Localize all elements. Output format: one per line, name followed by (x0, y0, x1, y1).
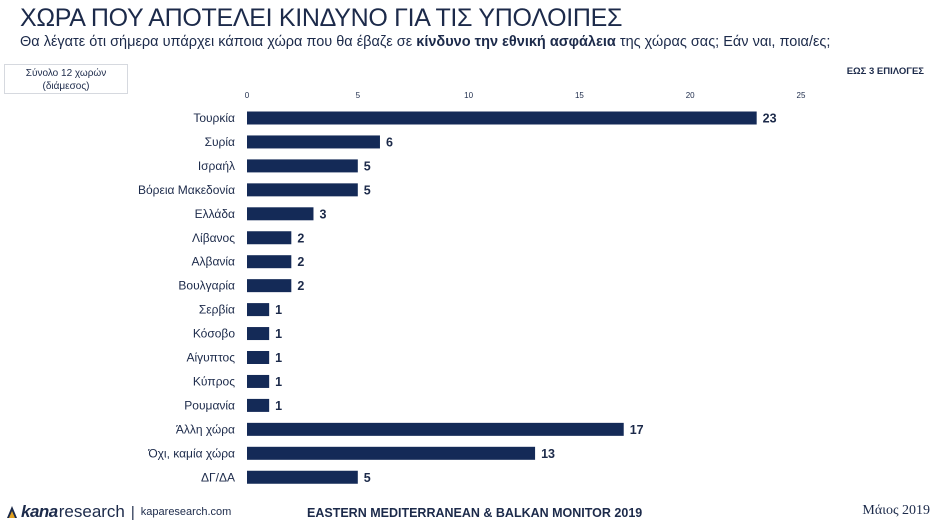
brand-name-research: research (58, 502, 125, 521)
bar (247, 327, 270, 341)
category-label: Βουλγαρία (178, 279, 235, 293)
brand-mark-icon (6, 505, 18, 519)
bar-value-label: 3 (319, 207, 326, 221)
category-label: Άλλη χώρα (176, 422, 235, 436)
sample-info-box: Σύνολο 12 χωρών (διάμεσος) (4, 64, 128, 94)
x-tick-label: 15 (575, 91, 584, 100)
bar-value-label: 1 (275, 303, 282, 317)
bar (247, 422, 624, 436)
bar (247, 279, 292, 293)
choices-note: ΕΩΣ 3 ΕΠΙΛΟΓΕΣ (846, 66, 924, 77)
bar (247, 446, 536, 460)
brand-url: kaparesearch.com (140, 506, 232, 518)
bar-value-label: 13 (541, 447, 555, 461)
footer-date: Μάιος 2019 (862, 503, 930, 518)
bar (247, 183, 358, 197)
bar (247, 470, 358, 484)
bar-value-label: 5 (364, 471, 371, 485)
bar (247, 374, 270, 388)
brand-logo: kana research | kaparesearch.com (6, 502, 231, 522)
bar (247, 231, 292, 245)
subtitle-text-bold: κίνδυνο την εθνική ασφάλεια (416, 34, 616, 50)
category-label: Όχι, καμία χώρα (147, 446, 235, 460)
x-tick-label: 25 (797, 91, 806, 100)
bar-value-label: 5 (364, 183, 371, 197)
category-label: Ισραήλ (198, 159, 235, 173)
bar (247, 111, 757, 125)
bar-value-label: 1 (275, 399, 282, 413)
question-subtitle: Θα λέγατε ότι σήμερα υπάρχει κάποια χώρα… (20, 34, 830, 50)
bar-value-label: 2 (297, 279, 304, 293)
bar-value-label: 1 (275, 375, 282, 389)
footer-monitor-title: EASTERN MEDITERRANEAN & BALKAN MONITOR 2… (307, 506, 643, 520)
x-tick-label: 5 (356, 91, 361, 100)
category-label: Τουρκία (193, 111, 235, 125)
page-title: ΧΩΡΑ ΠΟΥ ΑΠΟΤΕΛΕΙ ΚΙΝΔΥΝΟ ΓΙΑ ΤΙΣ ΥΠΟΛΟΙ… (20, 4, 623, 32)
bar-value-label: 5 (364, 159, 371, 173)
bar (247, 255, 292, 269)
category-label: Βόρεια Μακεδονία (138, 183, 235, 197)
category-label: Σερβία (199, 303, 235, 317)
bar (247, 398, 270, 412)
x-tick-label: 0 (245, 91, 250, 100)
category-label: Λίβανος (192, 231, 235, 245)
bar-value-label: 23 (763, 112, 777, 126)
bar (247, 207, 314, 221)
bar-value-label: 2 (297, 255, 304, 269)
subtitle-text-end: της χώρας σας; Εάν ναι, ποια/ες; (615, 34, 831, 50)
bar-value-label: 6 (386, 135, 393, 149)
category-label: Ρουμανία (184, 398, 235, 412)
x-tick-label: 20 (686, 91, 695, 100)
sample-info-line1: Σύνολο 12 χωρών (25, 68, 107, 79)
bar (247, 303, 270, 317)
category-label: Κόσοβο (193, 327, 236, 341)
brand-name-kana: kana (21, 502, 58, 521)
category-label: Αίγυπτος (186, 351, 235, 365)
bar-value-label: 17 (630, 423, 644, 437)
sample-info-line2: (διάμεσος) (42, 81, 90, 92)
bar (247, 135, 380, 149)
category-label: Αλβανία (192, 255, 236, 269)
x-tick-label: 10 (464, 91, 473, 100)
category-label: Συρία (205, 135, 235, 149)
bar-value-label: 1 (275, 351, 282, 365)
footer-separator: | (130, 503, 135, 521)
bar (247, 159, 358, 173)
category-label: Κύπρος (193, 374, 235, 388)
bar-value-label: 1 (275, 327, 282, 341)
subtitle-text-start: Θα λέγατε ότι σήμερα υπάρχει κάποια χώρα… (20, 34, 417, 50)
category-label: ΔΓ/ΔΑ (201, 470, 235, 484)
bar-value-label: 2 (297, 231, 304, 245)
bar (247, 351, 270, 364)
category-label: Ελλάδα (195, 207, 235, 221)
